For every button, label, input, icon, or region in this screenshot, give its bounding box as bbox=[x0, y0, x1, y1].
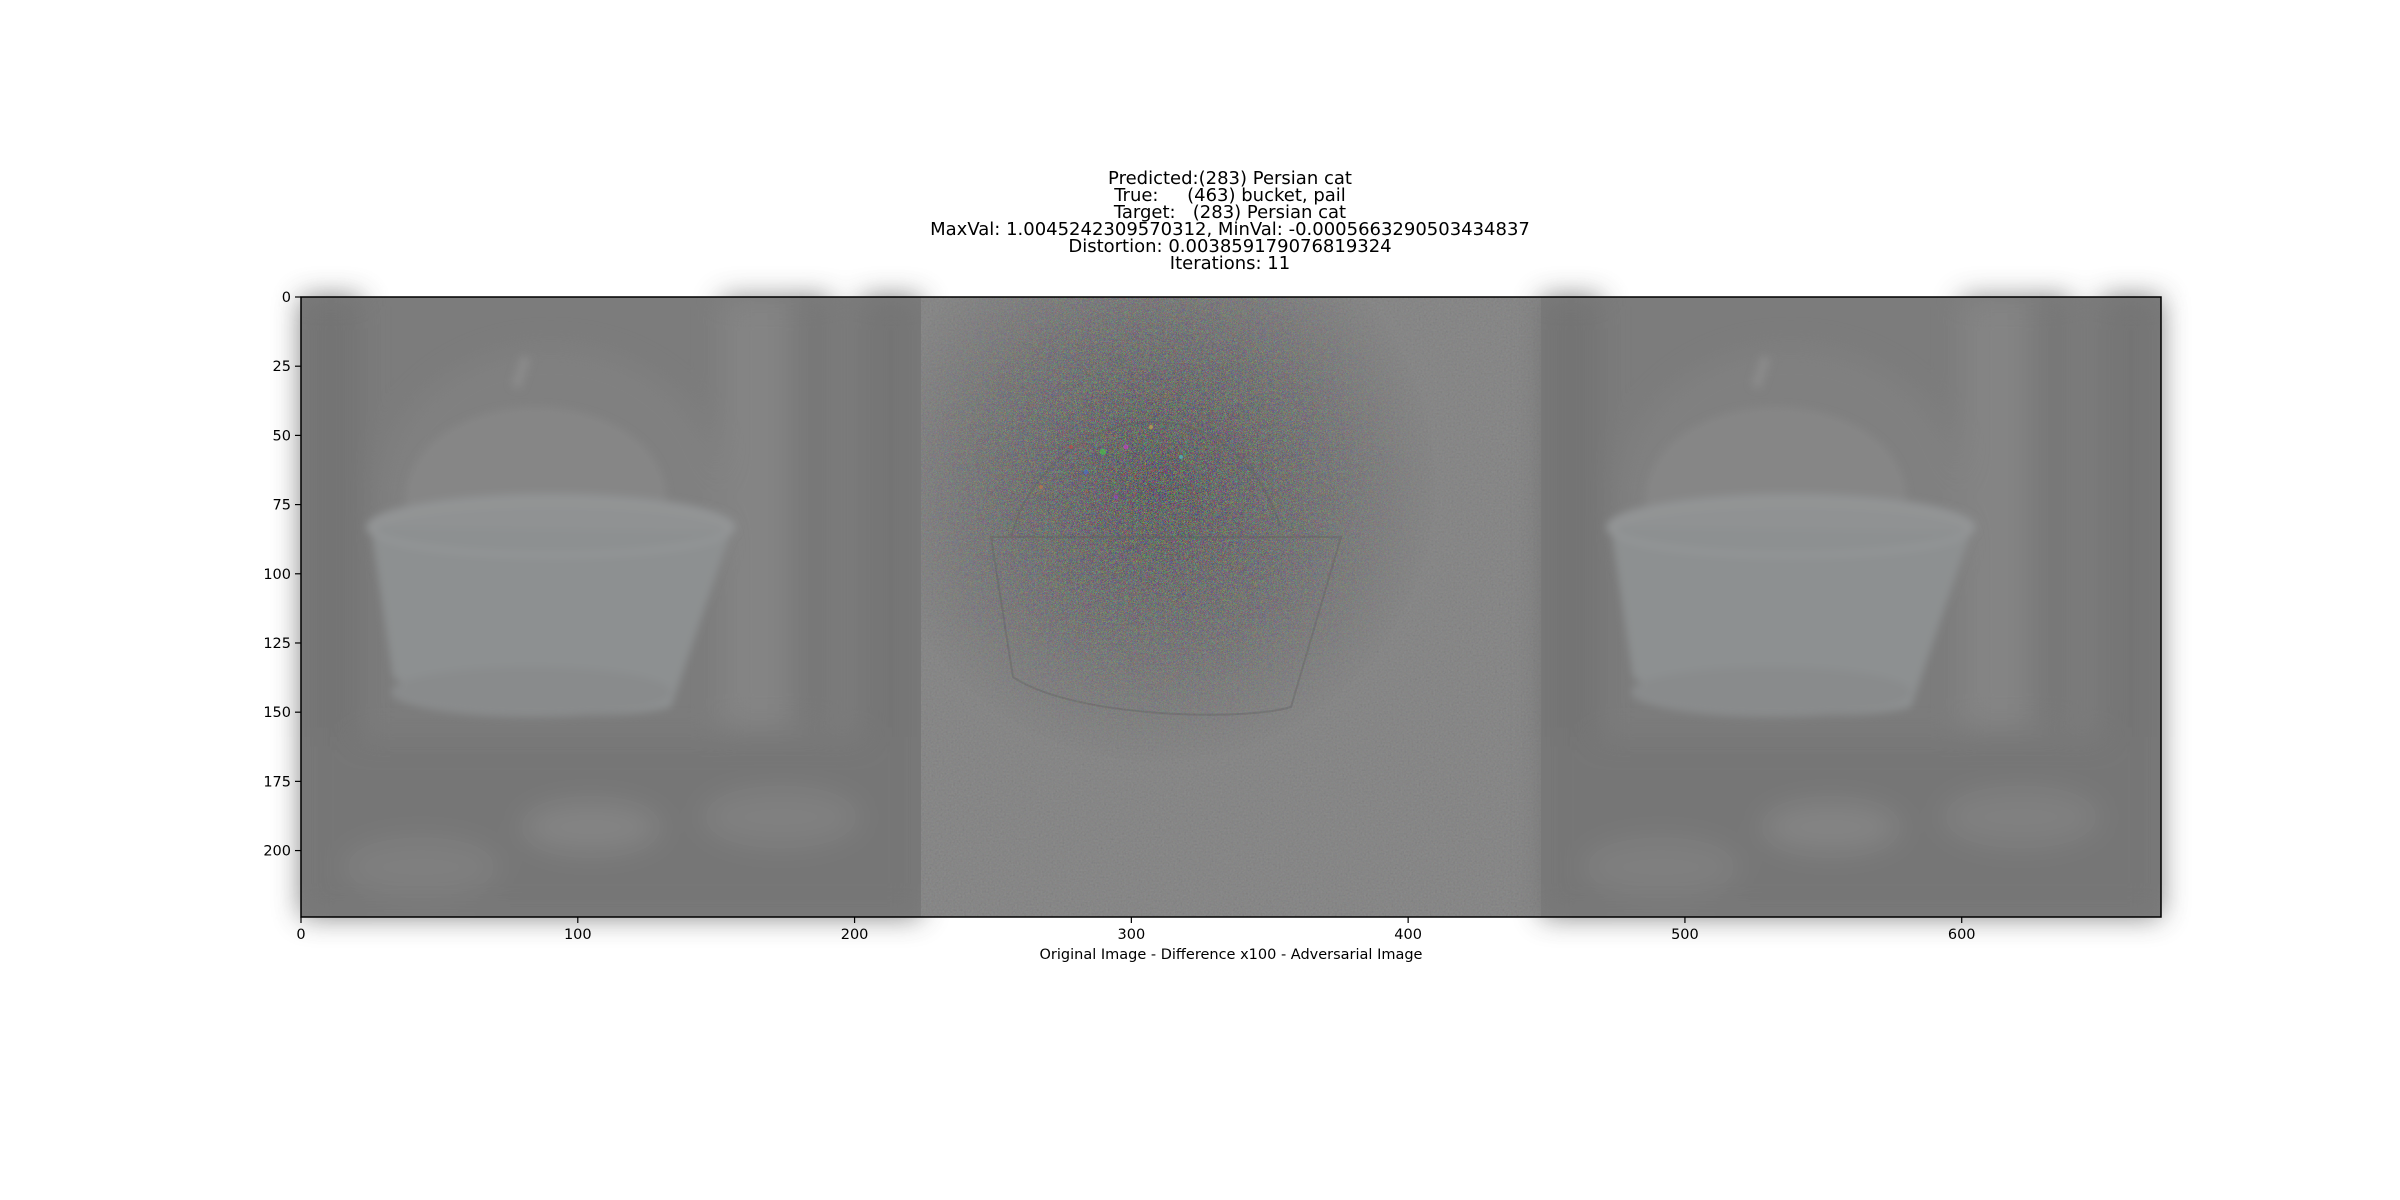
y-tick-label: 100 bbox=[263, 567, 291, 583]
y-tick-label: 125 bbox=[263, 636, 291, 652]
original-image-panel bbox=[301, 297, 921, 917]
title-iterations: Iterations: 11 bbox=[1170, 253, 1290, 274]
figure-title: Predicted:(283) Persian cat True: (463) … bbox=[930, 168, 1530, 274]
x-tick-label: 200 bbox=[841, 927, 869, 943]
x-tick-label: 300 bbox=[1118, 927, 1146, 943]
x-tick-label: 600 bbox=[1948, 927, 1976, 943]
x-axis-label: Original Image - Difference x100 - Adver… bbox=[1040, 947, 1423, 963]
title-target: Target: (283) Persian cat bbox=[1113, 202, 1346, 223]
title-predicted: Predicted:(283) Persian cat bbox=[1108, 168, 1352, 189]
x-axis: 0 100 200 300 400 500 600 bbox=[296, 917, 1976, 943]
difference-panel bbox=[921, 297, 1541, 917]
y-tick-label: 25 bbox=[273, 359, 291, 375]
y-tick-label: 75 bbox=[273, 498, 291, 514]
x-tick-label: 400 bbox=[1394, 927, 1422, 943]
image-panels bbox=[301, 297, 2161, 917]
y-tick-label: 175 bbox=[263, 774, 291, 790]
y-tick-label: 200 bbox=[263, 844, 291, 860]
adversarial-image-panel bbox=[1541, 297, 2161, 917]
title-distortion: Distortion: 0.003859179076819324 bbox=[1068, 236, 1391, 257]
title-maxval-minval: MaxVal: 1.0045242309570312, MinVal: -0.0… bbox=[930, 219, 1530, 240]
x-tick-label: 0 bbox=[296, 927, 305, 943]
x-tick-label: 500 bbox=[1671, 927, 1699, 943]
x-tick-label: 100 bbox=[564, 927, 592, 943]
y-tick-label: 150 bbox=[263, 705, 291, 721]
title-true: True: (463) bucket, pail bbox=[1113, 185, 1346, 206]
y-tick-label: 0 bbox=[282, 290, 291, 306]
y-tick-label: 50 bbox=[273, 428, 291, 444]
y-axis: 0 25 50 75 100 125 150 175 200 bbox=[263, 290, 301, 860]
axes-frame bbox=[300, 296, 2162, 918]
